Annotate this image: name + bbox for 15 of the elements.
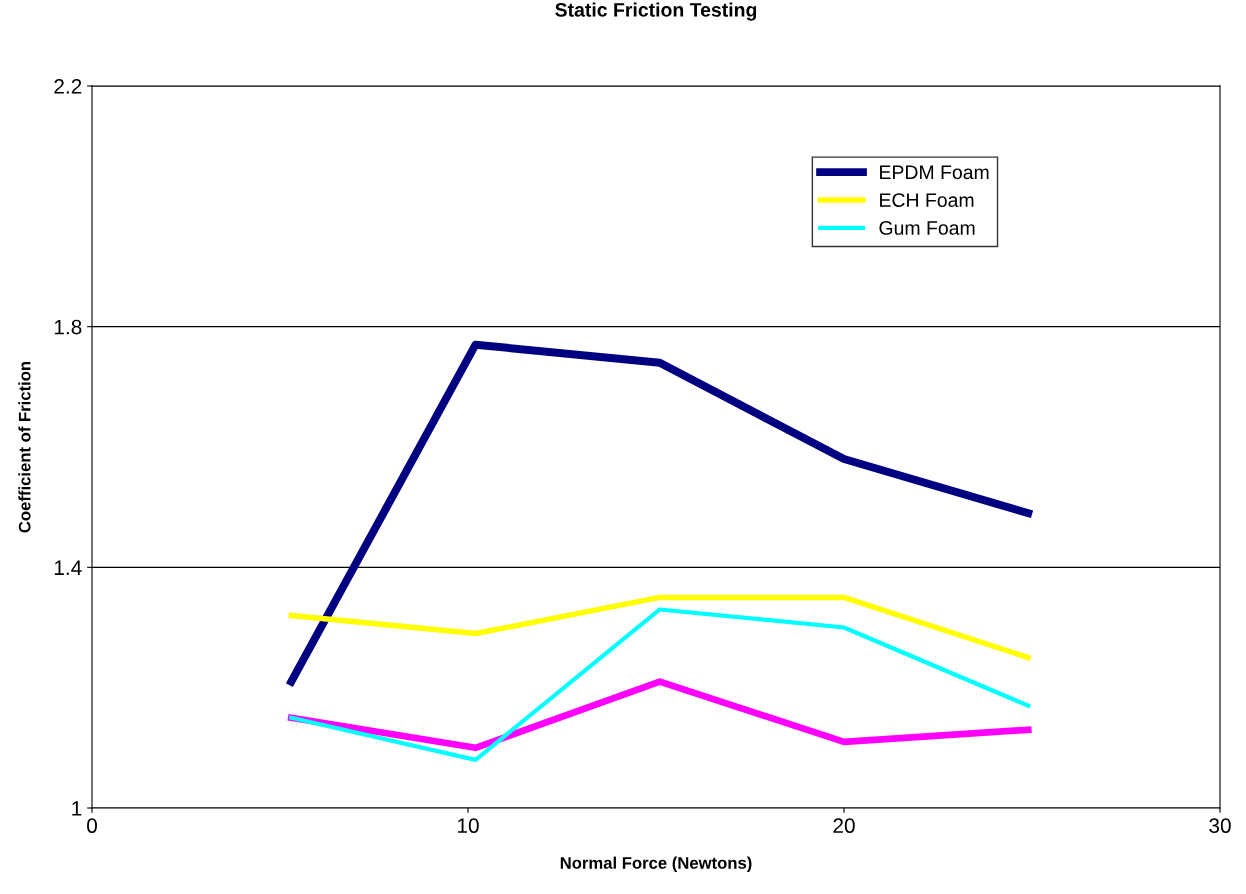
y-axis-title: Coefficient of Friction — [18, 361, 31, 533]
legend-label: Gum Foam — [879, 221, 975, 235]
x-tick-label: 30 — [1209, 818, 1231, 834]
x-tick-label: 20 — [833, 818, 855, 834]
chart-title: Static Friction Testing — [555, 2, 757, 21]
legend-label: ECH Foam — [880, 193, 974, 207]
y-tick-label: 1.8 — [54, 319, 82, 335]
y-tick-label: 1.4 — [54, 560, 82, 575]
y-tick-label: 1 — [72, 801, 82, 816]
y-tick-label: 2.2 — [54, 79, 82, 94]
legend-label: EPDM Foam — [880, 165, 989, 180]
x-axis-title: Normal Force (Newtons) — [560, 856, 752, 873]
line-series — [289, 607, 1031, 762]
x-tick-label: 0 — [87, 818, 97, 834]
x-tick-label: 10 — [458, 818, 479, 834]
